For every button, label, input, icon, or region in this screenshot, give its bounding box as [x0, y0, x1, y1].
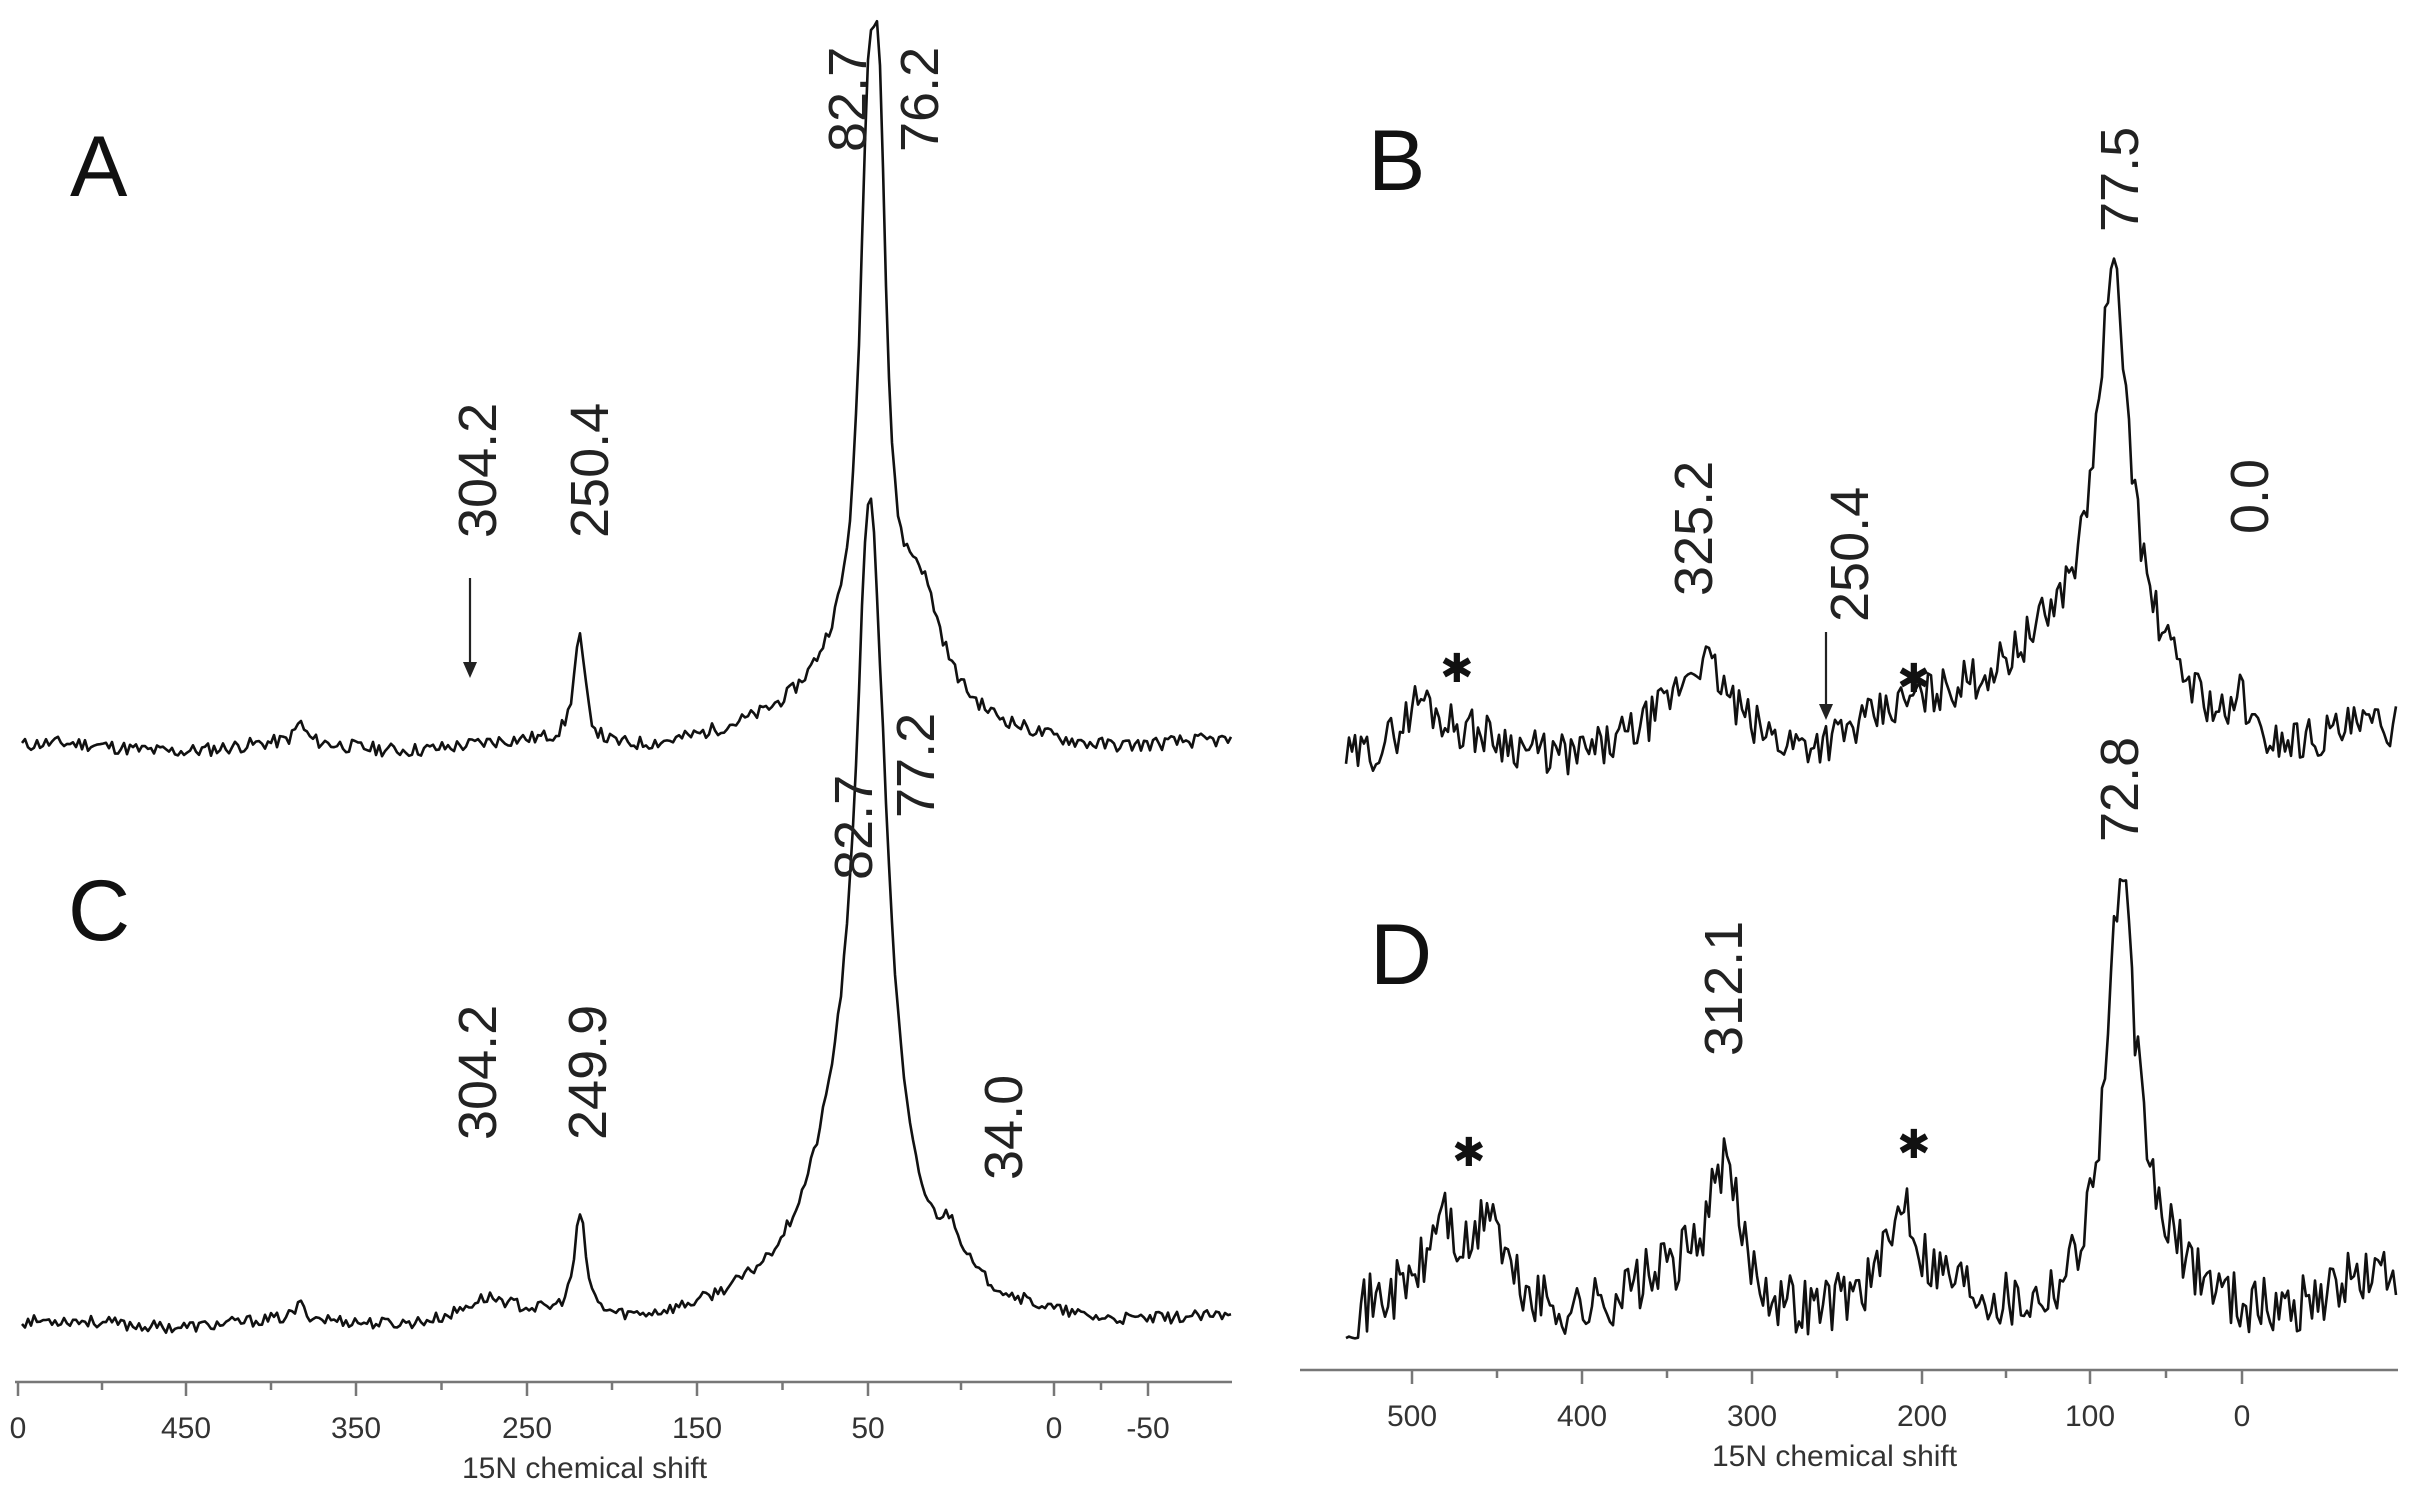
spectrum-trace-c [21, 497, 1232, 1334]
peak-label: 249.9 [558, 1005, 618, 1140]
spectrum-trace-d [1345, 878, 2398, 1340]
peak-label: 304.2 [448, 1005, 508, 1140]
peak-label: 72.8 [2090, 737, 2150, 842]
x-tick-label: 100 [2065, 1400, 2115, 1433]
x-tick-label: 50 [851, 1412, 884, 1445]
x-tick-label: 450 [161, 1412, 211, 1445]
arrow-head [463, 662, 477, 678]
peak-label: 82.7 [824, 775, 884, 880]
peak-label: 0.0 [2220, 459, 2280, 534]
peak-label: 250.4 [560, 403, 620, 538]
arrow-head [1819, 704, 1833, 720]
spectrum-trace-b [1344, 257, 2398, 776]
x-ticks-right: 500 400 300 200 100 0 [1387, 1370, 2250, 1433]
panel-letter: C [68, 863, 130, 959]
x-tick-label: 0 [1046, 1412, 1063, 1445]
sideband-asterisk: ✱ [1452, 1130, 1486, 1176]
x-tick-label: 0 [2234, 1400, 2251, 1433]
sideband-asterisk: ✱ [1897, 656, 1931, 702]
peak-label: 304.2 [448, 403, 508, 538]
x-tick-label: 500 [1387, 1400, 1437, 1433]
x-tick-label: 300 [1727, 1400, 1777, 1433]
x-tick-label: 350 [331, 1412, 381, 1445]
peak-label: 77.2 [886, 713, 946, 818]
x-tick-label: 400 [1557, 1400, 1607, 1433]
panel-letter: D [1370, 907, 1432, 1003]
peak-label: 82.7 [818, 47, 878, 152]
peak-label: 250.4 [1820, 487, 1880, 622]
sideband-asterisk: ✱ [1897, 1122, 1931, 1168]
x-tick-label: 0 [10, 1412, 27, 1445]
x-axis-title: 15N chemical shift [462, 1452, 708, 1485]
sideband-asterisk: ✱ [1440, 646, 1474, 692]
spectrum-trace-a [20, 19, 1233, 758]
x-tick-label: -50 [1126, 1412, 1169, 1445]
x-axis-title: 15N chemical shift [1712, 1440, 1958, 1473]
peak-label: 312.1 [1694, 921, 1754, 1056]
peak-label: 77.5 [2090, 127, 2150, 232]
x-ticks-left: 0 450 350 250 150 50 0 -50 [10, 1382, 1170, 1445]
panel-letter: B [1368, 113, 1425, 209]
x-tick-label: 250 [502, 1412, 552, 1445]
peak-label: 76.2 [890, 47, 950, 152]
peak-label: 325.2 [1664, 461, 1724, 596]
x-tick-label: 200 [1897, 1400, 1947, 1433]
peak-label: 34.0 [974, 1075, 1034, 1180]
x-tick-label: 150 [672, 1412, 722, 1445]
panel-letter: A [70, 119, 128, 215]
